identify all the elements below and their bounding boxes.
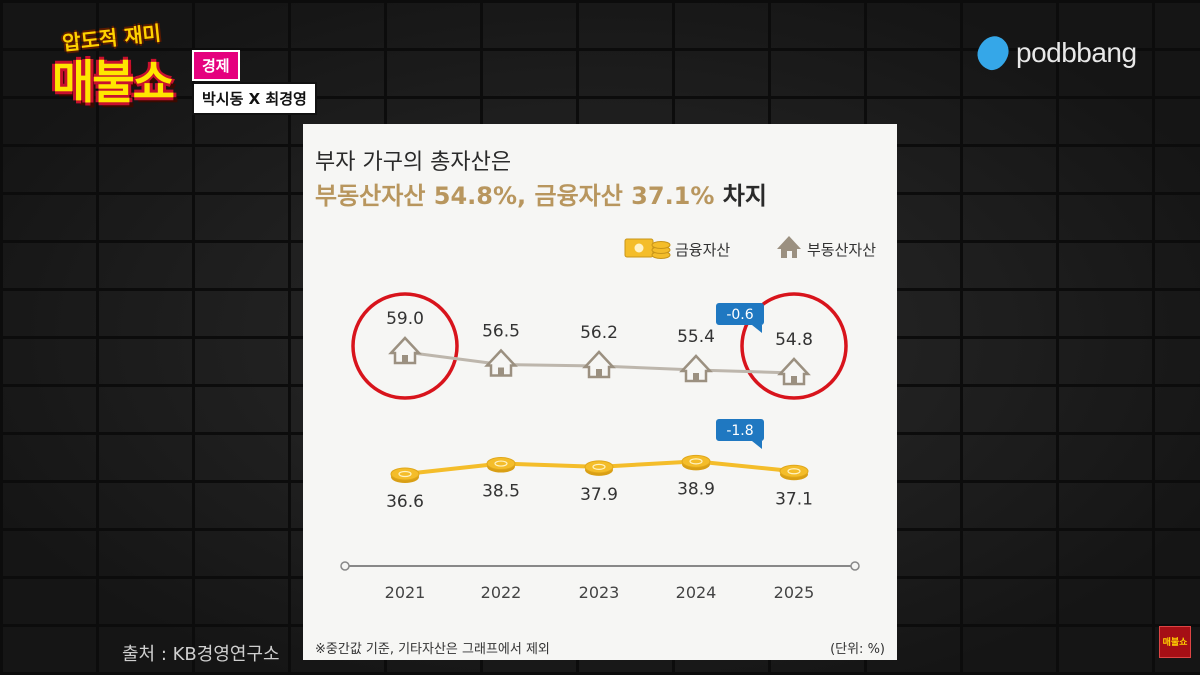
- real-estate-point-2024: [679, 354, 713, 383]
- chart-plot: 59.0 56.5 56.2 55.4 54.8 36.6 38.5 37.9 38.9 37.1…: [351, 292, 848, 512]
- podbbang-bean-icon: [973, 31, 1013, 75]
- hosts-tag: 박시동 X 최경영: [192, 82, 317, 115]
- financial-value-label-2021: 36.6: [386, 492, 424, 512]
- change-badge-text: -1.8: [726, 423, 753, 439]
- badge-box: [716, 419, 764, 441]
- chart-card: 부자 가구의 총자산은 부동산자산 54.8%, 금융자산 37.1% 차지 금…: [303, 124, 897, 660]
- coin-icon: [681, 454, 711, 468]
- legend-real-estate-label: 부동산자산: [807, 241, 876, 259]
- house-door: [596, 369, 602, 377]
- coin-mark: [592, 463, 606, 470]
- financial-value-label-2022: 38.5: [482, 482, 520, 502]
- category-tag: 경제: [192, 50, 240, 81]
- change-badge--1-8: -1.8: [716, 419, 764, 449]
- coin-icon: [486, 457, 516, 471]
- x-tick-label-2022: 2022: [481, 583, 522, 602]
- legend-financial-label: 금융자산: [675, 241, 730, 259]
- financial-point-2025: [779, 464, 809, 481]
- real-estate-value-label-2024: 55.4: [677, 327, 715, 347]
- financial-point-2022: [486, 457, 516, 473]
- chart-title-line2: 부동산자산 54.8%, 금융자산 37.1% 차지: [315, 176, 767, 211]
- coin-mark: [689, 458, 703, 465]
- financial-value-label-2024: 38.9: [677, 479, 715, 499]
- financial-point-2021: [390, 467, 420, 483]
- x-tick-label-2024: 2024: [676, 583, 717, 602]
- coin-icon: [779, 464, 809, 478]
- real-estate-value-label-2025: 54.8: [775, 330, 813, 350]
- chart-title-highlight: 부동산자산 54.8%, 금융자산 37.1%: [315, 182, 715, 210]
- coin-icon: [584, 460, 614, 474]
- coin-mark: [398, 470, 412, 478]
- channel-corner-badge: 매불쇼: [1159, 626, 1191, 658]
- real-estate-point-2022: [484, 348, 518, 377]
- x-axis: 2021 2022 2023 2024 2025: [340, 561, 860, 602]
- real-estate-point-2021: [388, 336, 422, 365]
- change-badge-text: -0.6: [726, 307, 753, 323]
- legend-real-estate-icon: [777, 236, 801, 258]
- financial-point-2024: [681, 454, 711, 471]
- real-estate-value-label-2023: 56.2: [580, 323, 618, 343]
- house-door: [791, 376, 797, 384]
- house-icon: [679, 354, 713, 383]
- badge-box: [716, 303, 764, 325]
- coin-mark: [494, 460, 508, 467]
- highlight-circle-2025: [740, 292, 848, 400]
- financial-point-2023: [584, 460, 614, 476]
- asset-share-line-chart: 금융자산 부동산자산 59.0 56.5 56.2 55.4 54.8 36.6 38.5 3…: [340, 236, 876, 602]
- house-door: [402, 355, 408, 363]
- x-tick-label-2021: 2021: [385, 583, 426, 602]
- show-logo: 압도적 재미 매불쇼: [44, 21, 184, 122]
- house-icon: [484, 348, 518, 377]
- badge-pointer: [752, 325, 762, 333]
- house-icon: [388, 336, 422, 365]
- highlight-circle-2021: [351, 292, 459, 400]
- podbbang-wordmark: podbbang: [1016, 37, 1137, 68]
- source-caption: 출처 : KB경영연구소: [122, 644, 280, 665]
- financial-value-label-2025: 37.1: [775, 489, 813, 509]
- change-badge--0-6: -0.6: [716, 303, 764, 333]
- house-door: [498, 367, 504, 376]
- coin-mark: [787, 468, 801, 475]
- show-logo-title: 매불쇼: [52, 55, 175, 109]
- real-estate-value-label-2022: 56.5: [482, 322, 520, 342]
- podbbang-logo: podbbang: [973, 31, 1137, 75]
- real-estate-value-label-2021: 59.0: [386, 309, 424, 329]
- real-estate-point-2023: [582, 350, 616, 379]
- house-door: [693, 373, 699, 381]
- financial-value-label-2023: 37.9: [580, 485, 618, 505]
- chart-title-suffix: 차지: [722, 182, 767, 210]
- chart-title-line1: 부자 가구의 총자산은: [315, 150, 512, 175]
- x-tick-label-2025: 2025: [774, 583, 815, 602]
- legend-financial-icon: [624, 238, 671, 259]
- house-icon: [777, 357, 811, 386]
- real-estate-point-2025: [777, 357, 811, 386]
- chart-footnote: ※중간값 기준, 기타자산은 그래프에서 제외: [315, 642, 550, 657]
- chart-legend: 금융자산 부동산자산: [624, 236, 876, 259]
- x-tick-label-2023: 2023: [579, 583, 620, 602]
- badge-pointer: [752, 441, 762, 449]
- coin-icon: [390, 467, 420, 481]
- house-icon: [582, 350, 616, 379]
- chart-unit-label: (단위: %): [830, 642, 885, 657]
